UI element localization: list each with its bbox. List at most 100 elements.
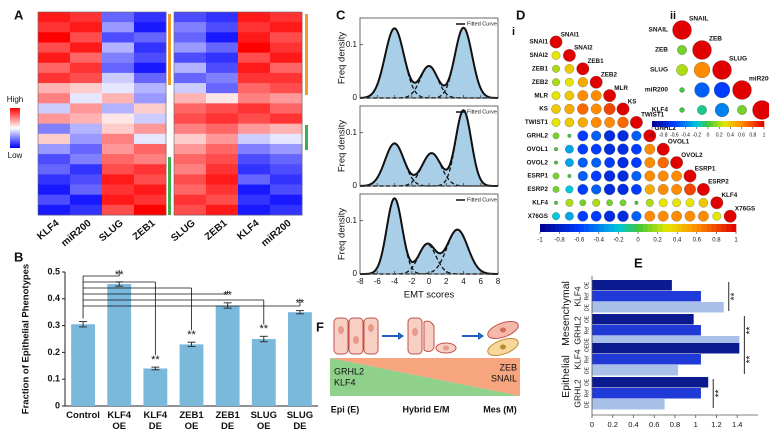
correlation-dot [634,200,639,205]
heatmap-cell [174,62,207,74]
colorbar-high: High [7,95,23,104]
heatmap-cell [174,103,207,114]
row-label: KLF4 [532,199,548,206]
correlation-dot [644,184,655,195]
correlation-dot [549,35,563,49]
correlation-dot [564,64,575,74]
colorbar-tick-label: 0.6 [693,238,702,244]
colorbar-tick-label: 0.4 [727,132,734,138]
row-label: miR200 [645,87,669,94]
column-label: ZEB1 [203,218,230,243]
bar [592,388,701,399]
correlation-dot [565,77,574,87]
correlation-dot [591,157,602,168]
heatmap-cell [134,103,167,114]
diagonal-label: X76GS [735,206,755,213]
heatmap-cell [174,12,207,23]
correlation-dot [552,186,560,193]
bar [179,344,204,406]
correlation-dot [657,184,669,195]
colorbar-tick-label: 0.2 [716,132,723,138]
heatmap-cell [270,62,303,74]
column-label: KLF4 [35,218,62,243]
correlation-dot [565,185,574,194]
y-tick-label: 0.1 [346,216,358,225]
x-tick-label: ZEB1 DE [215,410,240,432]
colorbar-segment [721,224,727,232]
correlation-dot [603,210,616,222]
colorbar-tick-label: 0.4 [673,238,682,244]
correlation-dot [692,40,712,60]
heatmap-cell [206,12,239,23]
correlation-dot [617,156,629,169]
legend-label: Fitted Curve [467,197,497,203]
heatmap-cell [102,133,135,145]
heatmap-cell [134,133,167,145]
category-label: GRHL2 [572,379,582,408]
colorbar-tick-label: 0.6 [738,132,745,138]
colorbar-segment [666,121,670,127]
correlation-dot [631,170,642,182]
heatmap-cell [70,133,103,145]
row-label: ZEB [655,47,668,54]
correlation-dot [644,157,656,168]
heatmap-cell [38,154,71,165]
diagonal-label: GRHL2 [654,125,676,132]
colorbar-tick-label: -0.4 [681,132,690,138]
correlation-dot [617,130,629,142]
colorbar-tick-label: -0.8 [659,132,668,138]
correlation-dot [679,87,685,93]
correlation-dot [576,62,590,76]
colorbar-segment [589,224,595,232]
colorbar-segment [598,224,604,232]
correlation-dot [737,105,747,115]
colorbar-tick-label: 0 [707,132,710,138]
heatmap-cell [270,52,303,64]
heatmap-cell [270,93,303,104]
heatmap-cell [70,194,103,206]
x-tick-label: Control [66,410,100,421]
series-label: Ref [584,355,590,363]
heatmap-cell [70,72,103,84]
heatmap-cell [238,32,271,43]
heatmap-cell [38,184,71,196]
colorbar-segment [719,121,723,127]
colorbar-segment [687,224,693,232]
fitted-curve [359,197,499,275]
correlation-dot [712,60,732,80]
bar [107,284,132,406]
heatmap-cell [238,113,271,125]
diagonal-label: ZEB1 [587,58,604,65]
heatmap-cell [102,62,135,74]
heatmap-cell [70,62,103,74]
heatmap-cell [134,113,167,125]
correlation-dot [643,129,657,143]
category-label: KLF4 [572,286,582,307]
colorbar-segment [677,224,683,232]
correlation-dot [698,210,709,222]
colorbar-segment [613,224,619,232]
nucleus [338,326,344,334]
correlation-dot [657,210,669,222]
heatmap-cell [134,123,167,135]
heatmap-cell [174,194,207,206]
significance: ** [745,356,756,364]
heatmap-cell [206,103,239,114]
colorbar-tick-label: -0.6 [670,132,679,138]
heatmap-cell [206,113,239,125]
correlation-dot [552,172,560,180]
bar [592,291,701,302]
x-tick-label: 1.4 [732,420,742,429]
colorbar-segment [699,121,703,127]
epi-cell [363,317,379,355]
correlation-dot [619,199,627,207]
correlation-dot [671,170,682,182]
correlation-dot [563,49,576,62]
heatmap-cell [206,22,239,33]
heatmap-cell [270,32,303,43]
correlation-dot [552,212,560,221]
significance: ** [714,390,725,398]
significance: ** [729,293,740,301]
heatmap-cell [238,194,271,206]
